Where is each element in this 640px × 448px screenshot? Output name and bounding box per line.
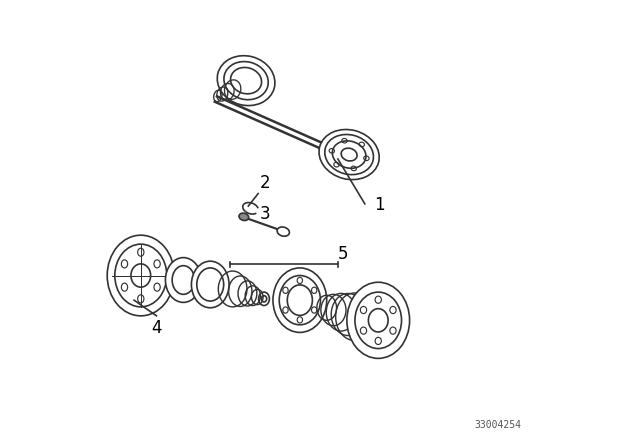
Ellipse shape (108, 235, 174, 316)
Ellipse shape (319, 129, 380, 180)
Text: 3: 3 (260, 205, 270, 223)
Text: 2: 2 (260, 174, 270, 192)
Text: 5: 5 (338, 245, 348, 263)
Text: 1: 1 (374, 196, 385, 214)
Ellipse shape (277, 227, 289, 236)
Ellipse shape (273, 268, 327, 332)
Text: 4: 4 (151, 319, 162, 337)
Ellipse shape (165, 258, 202, 302)
Ellipse shape (239, 213, 249, 220)
Text: 33004254: 33004254 (475, 420, 522, 430)
Ellipse shape (191, 261, 229, 308)
Ellipse shape (217, 56, 275, 106)
Ellipse shape (347, 282, 410, 358)
